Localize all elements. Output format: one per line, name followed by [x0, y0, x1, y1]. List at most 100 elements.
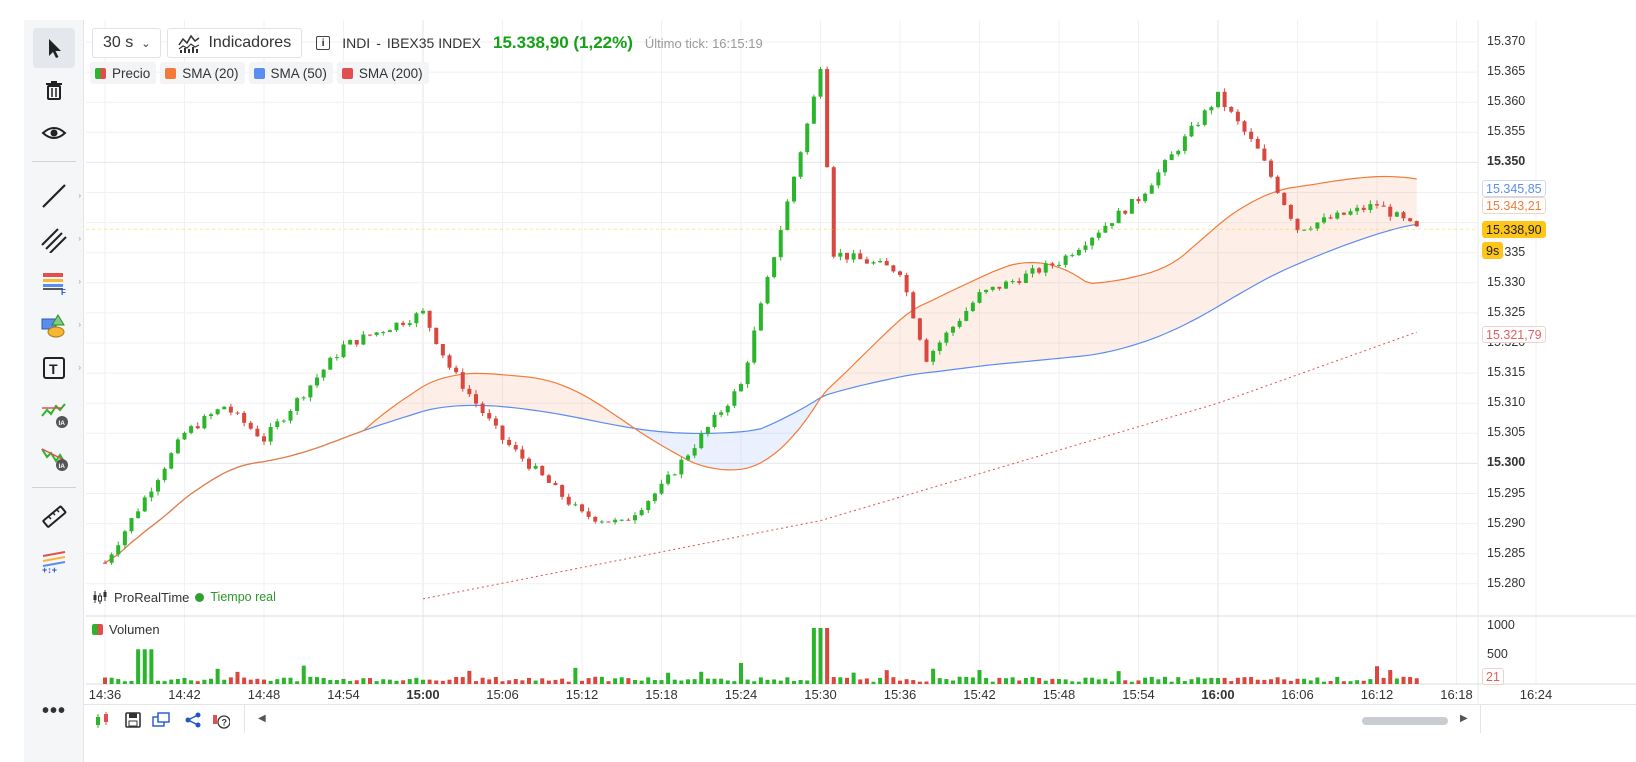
- candle-body: [1196, 124, 1201, 126]
- candle-body: [156, 480, 160, 492]
- sma20-swatch: [165, 67, 177, 79]
- price-axis-label: 15.315: [1487, 365, 1526, 380]
- candle-body: [381, 332, 386, 334]
- ma-fill: [1304, 184, 1311, 262]
- ma-fill: [515, 375, 523, 409]
- save-icon[interactable]: [124, 711, 142, 729]
- candle-body: [394, 322, 399, 331]
- candle-body: [169, 453, 174, 469]
- volume-bar: [898, 680, 902, 684]
- volume-bar: [705, 678, 710, 684]
- volume-bar: [1196, 677, 1201, 684]
- ma-fill: [833, 377, 841, 393]
- candle-body: [421, 310, 425, 314]
- candle-body: [924, 339, 929, 362]
- help-icon[interactable]: ?: [212, 711, 230, 729]
- cursor-icon[interactable]: [33, 28, 75, 68]
- volume-bar: [328, 680, 333, 684]
- ai-pattern-down-icon[interactable]: IA: [33, 437, 75, 477]
- candle-body: [1335, 212, 1340, 219]
- ma-fill: [1138, 274, 1146, 344]
- ma-fill: [1145, 272, 1152, 342]
- volume-bar: [228, 677, 233, 684]
- candle-settings-icon[interactable]: [94, 711, 112, 729]
- candle-body: [891, 265, 896, 272]
- indicators-button[interactable]: Indicadores: [167, 28, 303, 58]
- legend-sma20[interactable]: SMA (20): [160, 62, 245, 84]
- volume-bar: [1302, 678, 1307, 684]
- candle-body: [990, 286, 995, 290]
- sma20-line: [104, 175, 1417, 564]
- parallel-lines-icon[interactable]: ›: [33, 219, 81, 259]
- candle-body: [540, 465, 545, 476]
- line-icon[interactable]: ›: [33, 176, 81, 216]
- volume-bar: [1176, 677, 1181, 684]
- legend-price[interactable]: Precio: [90, 62, 157, 84]
- layouts-icon[interactable]: [152, 711, 170, 729]
- candle-body: [672, 474, 677, 476]
- legend-sma50[interactable]: SMA (50): [248, 62, 333, 84]
- scroll-right-icon[interactable]: ▶: [1460, 713, 1468, 724]
- scroll-left-icon[interactable]: ◀: [258, 713, 266, 724]
- share-icon[interactable]: [184, 711, 202, 729]
- legend-sma200[interactable]: SMA (200): [336, 62, 429, 84]
- ma-fill: [661, 431, 669, 450]
- eye-icon[interactable]: [33, 113, 75, 153]
- info-icon[interactable]: i: [316, 36, 331, 50]
- ma-fill: [1251, 199, 1258, 288]
- ma-fill: [449, 375, 457, 407]
- timeframe-selector[interactable]: 30 s ⌄: [92, 28, 162, 58]
- price-axis-label: 15.330: [1487, 274, 1526, 289]
- volume-bar: [977, 670, 982, 684]
- volume-bar: [281, 677, 286, 684]
- ma-fill: [999, 266, 1006, 364]
- volume-swatch: [92, 624, 103, 635]
- volume-bar: [573, 667, 578, 684]
- candle-body: [646, 501, 651, 511]
- scrollbar-thumb[interactable]: [1362, 717, 1448, 725]
- candle-body: [1275, 176, 1280, 193]
- candle-body: [374, 332, 379, 336]
- more-icon[interactable]: •••: [42, 700, 67, 722]
- candle-body: [513, 445, 518, 450]
- candle-body: [752, 330, 757, 363]
- candle-body: [202, 416, 207, 429]
- volume-bar: [798, 680, 803, 684]
- volume-bar: [560, 678, 565, 684]
- candle-body: [1269, 160, 1273, 177]
- candle-body: [911, 292, 916, 319]
- ruler-icon[interactable]: [33, 497, 75, 537]
- candles-logo-icon: [93, 590, 107, 604]
- ma-fill: [1337, 179, 1344, 249]
- ma-fill: [1045, 263, 1053, 360]
- volume-bar: [487, 679, 492, 684]
- volume-axis-label: 500: [1487, 647, 1508, 661]
- price-axis-label: 15.305: [1487, 425, 1526, 440]
- candle-body: [686, 455, 690, 460]
- volume-bar: [1375, 666, 1379, 684]
- ma-fill: [714, 432, 722, 470]
- candle-body: [1375, 204, 1379, 206]
- candle-body: [613, 519, 618, 523]
- candle-body: [1348, 211, 1353, 215]
- position-icon[interactable]: +↕+: [33, 540, 75, 580]
- ma-fill: [946, 290, 953, 371]
- ai-pattern-up-icon[interactable]: IA: [33, 394, 75, 434]
- candle-body: [1361, 207, 1366, 210]
- candle-body: [1030, 268, 1035, 274]
- shapes-icon[interactable]: ›: [33, 305, 81, 345]
- trash-icon[interactable]: [33, 70, 75, 110]
- volume-bar: [500, 681, 505, 684]
- candle-body: [447, 355, 452, 368]
- volume-legend[interactable]: Volumen: [92, 622, 160, 637]
- sma50-value-tag: 15.345,85: [1482, 180, 1546, 197]
- text-icon[interactable]: T ›: [33, 348, 81, 388]
- candle-body: [1315, 222, 1320, 229]
- volume-bar: [1242, 677, 1247, 684]
- price-axis-label: 15.360: [1487, 94, 1526, 109]
- fibonacci-icon[interactable]: F ›: [33, 262, 81, 302]
- volume-bar: [580, 680, 584, 684]
- candle-body: [1401, 212, 1406, 219]
- ma-fill: [1310, 183, 1318, 259]
